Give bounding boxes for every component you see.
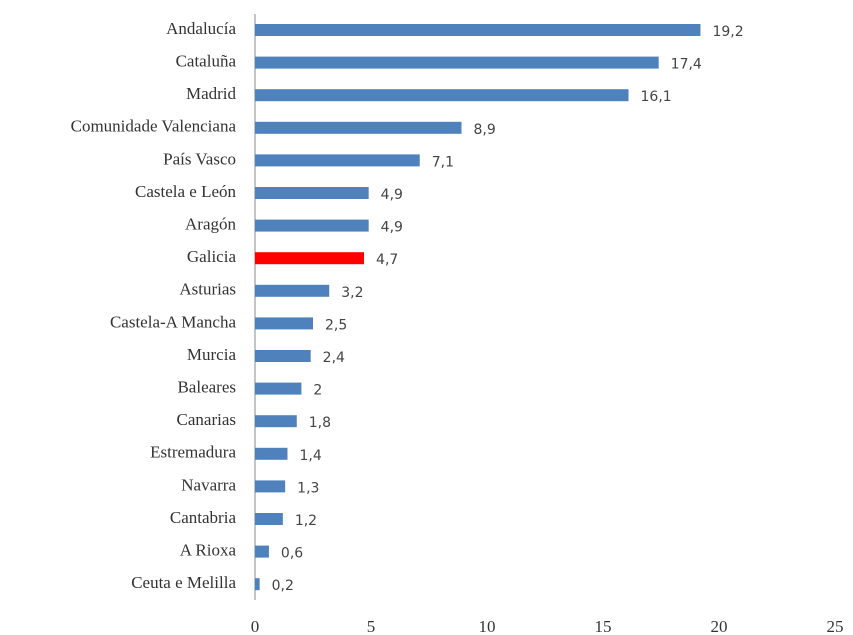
value-label: 2	[313, 383, 322, 399]
x-tick-label: 25	[827, 617, 844, 635]
value-label: 4,7	[376, 252, 398, 268]
bar	[255, 24, 701, 36]
bar	[255, 545, 269, 558]
y-tick-label: Navarra	[181, 475, 236, 494]
value-label: 19,2	[712, 24, 743, 40]
bar	[255, 89, 629, 102]
y-tick-label: Murcia	[187, 345, 237, 364]
bar	[255, 56, 659, 69]
bar	[255, 382, 302, 395]
y-tick-label: Ceuta e Melilla	[131, 573, 236, 592]
y-tick-label: Castela-A Mancha	[110, 312, 236, 331]
value-label: 7,1	[432, 154, 454, 170]
x-tick-label: 0	[251, 617, 260, 635]
bar	[255, 415, 297, 428]
bar	[255, 154, 420, 167]
y-tick-label: Castela e León	[135, 182, 237, 201]
bar	[255, 284, 330, 297]
bar	[255, 317, 313, 330]
value-label: 4,9	[381, 187, 403, 203]
y-tick-label: Galicia	[187, 247, 237, 266]
bar	[255, 252, 365, 265]
y-tick-label: Comunidade Valenciana	[71, 117, 237, 136]
value-label: 0,6	[281, 546, 303, 562]
y-tick-label: Cantabria	[170, 508, 237, 527]
y-tick-label: Andalucía	[166, 19, 236, 38]
value-label: 0,2	[272, 578, 294, 594]
value-label: 3,2	[341, 285, 363, 301]
y-tick-label: Baleares	[177, 378, 236, 397]
bar	[255, 447, 288, 460]
bar	[255, 578, 260, 591]
value-label: 17,4	[671, 57, 702, 73]
y-tick-label: Cataluña	[176, 52, 237, 71]
value-label: 2,5	[325, 317, 347, 333]
value-label: 1,2	[295, 513, 317, 529]
value-label: 1,8	[309, 415, 331, 431]
value-label: 4,9	[381, 220, 403, 236]
bar	[255, 513, 283, 525]
x-tick-label: 10	[479, 617, 496, 635]
y-tick-label: País Vasco	[163, 149, 236, 168]
value-label: 1,4	[299, 448, 321, 464]
bar	[255, 350, 311, 362]
bar	[255, 187, 369, 199]
x-tick-label: 5	[367, 617, 376, 635]
y-tick-label: A Rioxa	[180, 541, 237, 560]
y-tick-label: Canarias	[177, 410, 236, 429]
x-tick-label: 20	[711, 617, 728, 635]
bar	[255, 480, 286, 493]
y-tick-label: Asturias	[179, 280, 236, 299]
y-tick-label: Madrid	[186, 84, 237, 103]
x-tick-label: 15	[595, 617, 612, 635]
y-tick-label: Aragón	[185, 215, 236, 234]
value-label: 2,4	[323, 350, 345, 366]
value-label: 8,9	[473, 122, 495, 138]
value-label: 1,3	[297, 480, 319, 496]
bar	[255, 121, 462, 134]
value-label: 16,1	[641, 89, 672, 105]
bar	[255, 219, 369, 232]
y-tick-label: Estremadura	[150, 443, 236, 462]
